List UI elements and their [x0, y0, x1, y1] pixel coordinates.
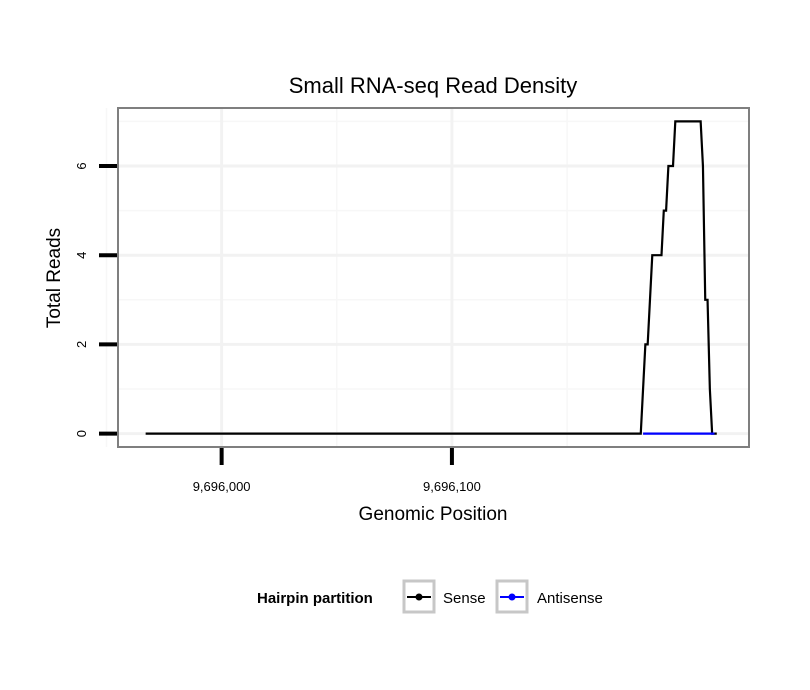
chart-title: Small RNA-seq Read Density	[289, 73, 578, 98]
y-axis-title: Total Reads	[44, 228, 65, 328]
series-layer	[145, 120, 717, 435]
legend-item-sense: Sense	[402, 579, 486, 614]
series-line-sense	[145, 120, 717, 435]
x-axis: 9,696,000 9,696,100	[193, 448, 481, 494]
legend-dot-sense	[415, 593, 423, 601]
legend: Hairpin partition Sense Antisense	[257, 579, 603, 614]
y-tick-label: 4	[74, 252, 89, 259]
y-tick-label: 0	[74, 430, 89, 437]
y-axis: 0 2 4 6	[74, 162, 117, 437]
x-tick-label: 9,696,000	[193, 479, 251, 494]
legend-label-sense: Sense	[443, 590, 486, 607]
legend-item-antisense: Antisense	[495, 579, 603, 614]
y-tick-label: 6	[74, 162, 89, 169]
x-axis-title: Genomic Position	[359, 504, 508, 525]
legend-title: Hairpin partition	[257, 590, 373, 607]
legend-dot-antisense	[508, 593, 516, 601]
plot-panel-border	[117, 107, 750, 448]
legend-label-antisense: Antisense	[537, 590, 603, 607]
x-tick-label: 9,696,100	[423, 479, 481, 494]
y-tick-label: 2	[74, 341, 89, 348]
